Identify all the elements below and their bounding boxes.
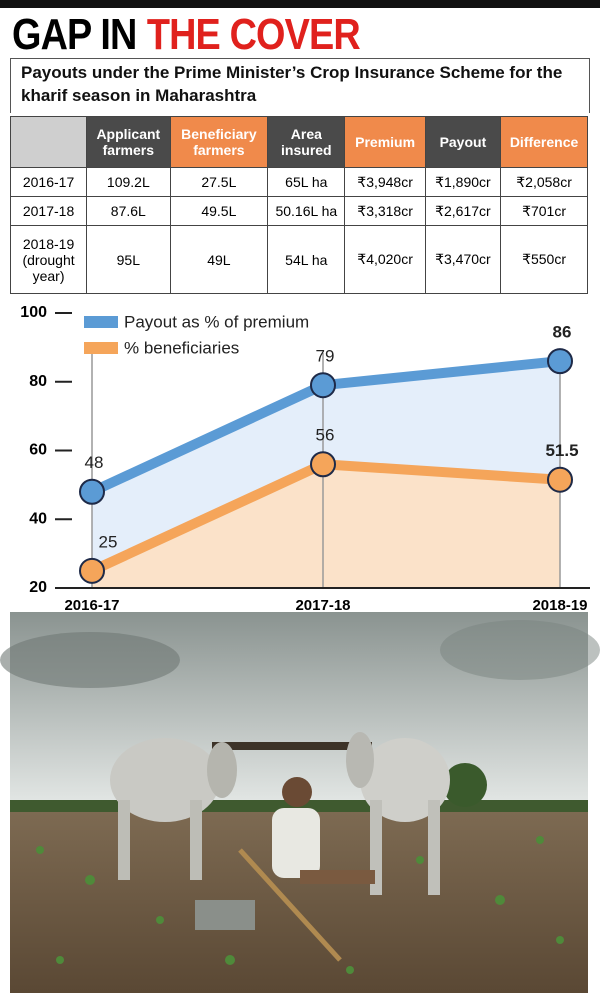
header-cell: Area insured xyxy=(267,116,346,168)
header-cell xyxy=(9,116,88,168)
header-row: Applicant farmers Beneficiary farmers Area… xyxy=(9,116,588,168)
table-cell: 2018-19 (drought year) xyxy=(9,225,88,294)
legend-label: Payout as % of premium xyxy=(124,312,309,331)
photo xyxy=(0,612,600,993)
header-cell: Payout xyxy=(424,116,502,168)
legend-label: % beneficiaries xyxy=(124,338,239,357)
table-cell: 87.6L xyxy=(86,196,171,226)
data-label: 48 xyxy=(85,453,104,472)
table-cell: 95L xyxy=(86,225,171,294)
table-cell: ₹4,020cr xyxy=(344,225,426,294)
header-cell: Beneficiary farmers xyxy=(169,116,269,168)
top-bar xyxy=(0,0,600,8)
line xyxy=(89,356,561,497)
legend-swatch xyxy=(84,316,118,328)
y-tick-label: 100 xyxy=(20,304,47,321)
data-label: 56 xyxy=(316,426,335,445)
title-part: THE COVER xyxy=(146,10,361,59)
data-table: Applicant farmers Beneficiary farmers Area… xyxy=(9,116,588,294)
table-cell: ₹3,948cr xyxy=(344,167,426,197)
table-cell: ₹701cr xyxy=(500,196,588,226)
line xyxy=(89,459,561,576)
point xyxy=(310,372,336,399)
table-cell: 54L ha xyxy=(267,225,346,294)
table-cell: ₹2,617cr xyxy=(424,196,502,226)
header-cell: Premium xyxy=(344,116,426,168)
table-cell: ₹2,058cr xyxy=(500,167,588,197)
x-tick-label: 2016-17 xyxy=(64,597,119,614)
point xyxy=(310,451,336,478)
table-row: 2018-19 (drought year) 95L 49L 54L ha ₹4,020… xyxy=(9,225,588,294)
point xyxy=(547,348,573,375)
y-tick-label: 40 xyxy=(29,510,47,527)
table-cell: 49L xyxy=(169,225,269,294)
data-label: 79 xyxy=(316,347,335,366)
subtitle: Payouts under the Prime Minister’s Crop … xyxy=(10,58,590,113)
point xyxy=(79,478,105,505)
legend-swatch xyxy=(84,342,118,354)
data-label: 25 xyxy=(99,532,118,551)
data-label: 86 xyxy=(553,323,572,342)
title-part: GAP IN xyxy=(12,10,137,59)
x-tick-label: 2017-18 xyxy=(295,597,350,614)
y-tick-label: 80 xyxy=(29,373,47,390)
table-cell: 27.5L xyxy=(169,167,269,197)
header-cell: Applicant farmers xyxy=(86,116,171,168)
table-cell: 50.16L ha xyxy=(267,196,346,226)
header-cell: Difference xyxy=(500,116,588,168)
x-tick-label: 2018-19 xyxy=(532,597,587,614)
y-tick-label: 60 xyxy=(29,442,47,459)
area xyxy=(92,361,560,588)
table-cell: 49.5L xyxy=(169,196,269,226)
table-cell: 109.2L xyxy=(86,167,171,197)
table-cell: 65L ha xyxy=(267,167,346,197)
title: GAP IN THE COVER xyxy=(12,10,361,60)
data-label: 51.5 xyxy=(545,441,578,460)
table-cell: 2017-18 xyxy=(9,196,88,226)
point xyxy=(79,557,105,584)
table-cell: 2016-17 xyxy=(9,167,88,197)
table-cell: ₹3,470cr xyxy=(424,225,502,294)
table-cell: ₹3,318cr xyxy=(344,196,426,226)
area xyxy=(92,464,560,588)
table-row: 2016-17 109.2L 27.5L 65L ha ₹3,948cr ₹1,890cr… xyxy=(9,167,588,197)
table-row: 2017-18 87.6L 49.5L 50.16L ha ₹3,318cr ₹2,617… xyxy=(9,196,588,226)
table-cell: ₹1,890cr xyxy=(424,167,502,197)
point xyxy=(547,466,573,493)
table-cell: ₹550cr xyxy=(500,225,588,294)
y-tick-label: 20 xyxy=(29,579,47,596)
